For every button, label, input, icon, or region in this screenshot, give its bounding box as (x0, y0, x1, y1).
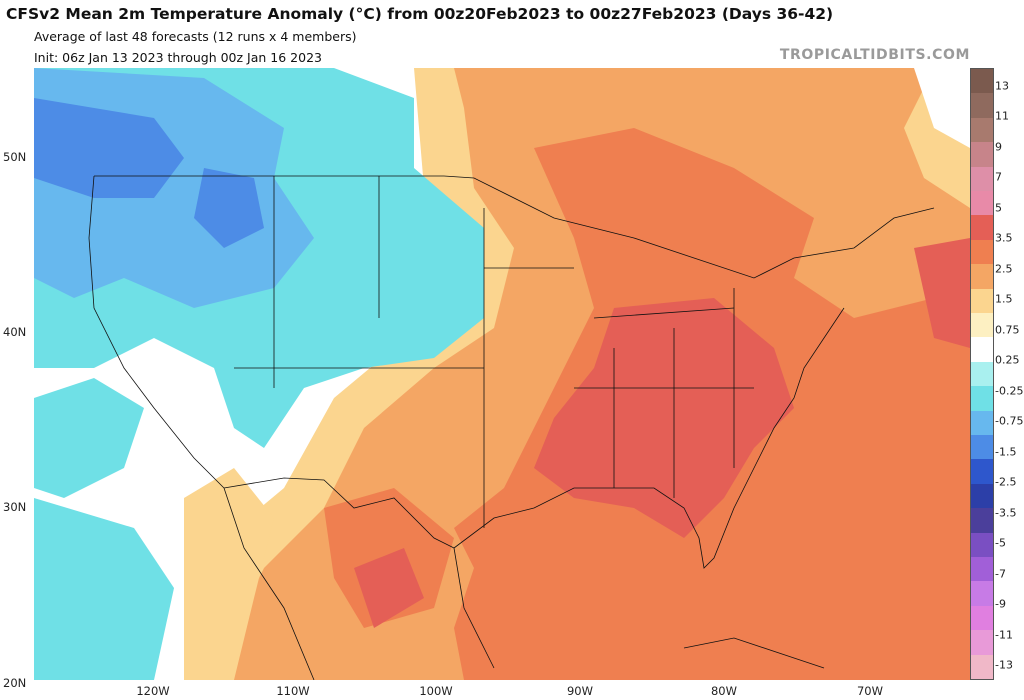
anomaly-map (34, 68, 970, 680)
lon-label-80w: 80W (710, 684, 738, 698)
lat-label-50n: 50N (3, 150, 27, 164)
colorbar-swatch (971, 239, 993, 265)
colorbar-label: 0.25 (995, 353, 1020, 367)
colorbar-label: -2.5 (995, 475, 1017, 489)
lat-label-30n: 30N (3, 500, 27, 514)
colorbar-label: -3.5 (995, 506, 1017, 520)
lon-label-70w: 70W (856, 684, 884, 698)
lon-label-110w: 110W (276, 684, 310, 698)
colorbar-label: 11 (995, 109, 1009, 123)
anomaly-field (34, 68, 970, 680)
cool-region-baja (34, 498, 174, 680)
colorbar-label: -13 (995, 658, 1013, 672)
lon-label-100w: 100W (419, 684, 453, 698)
colorbar-label: -1.5 (995, 445, 1017, 459)
mexico-coast-east (453, 547, 495, 669)
colorbar-swatch (971, 410, 993, 436)
lon-label-90w: 90W (566, 684, 594, 698)
colorbar-swatch (971, 69, 993, 94)
colorbar (970, 68, 994, 680)
colorbar-swatch (971, 337, 993, 363)
map-subtitle: Average of last 48 forecasts (12 runs x … (34, 29, 357, 44)
colorbar-swatch (971, 459, 993, 485)
map-header: CFSv2 Mean 2m Temperature Anomaly (°C) f… (0, 0, 1024, 68)
colorbar-swatch (971, 288, 993, 314)
lon-label-120w: 120W (136, 684, 170, 698)
colorbar-swatch (971, 435, 993, 460)
colorbar-swatch (971, 508, 993, 534)
lat-label-40n: 40N (3, 325, 27, 339)
colorbar-swatch (971, 605, 993, 631)
gulf-coast (453, 307, 845, 569)
colorbar-label: 2.5 (995, 262, 1013, 276)
lat-label-20n: 20N (3, 676, 27, 690)
colorbar-label: 9 (995, 140, 1002, 154)
colorbar-swatch (971, 654, 993, 680)
colorbar-label: 3.5 (995, 231, 1013, 245)
colorbar-label: -5 (995, 536, 1006, 550)
cool-pale-region-ne (914, 68, 970, 148)
warm-pale-region-mexico (184, 468, 274, 680)
cool-region-pacific (34, 378, 144, 498)
colorbar-label: 13 (995, 79, 1009, 93)
colorbar-swatch (971, 532, 993, 558)
map-title: CFSv2 Mean 2m Temperature Anomaly (°C) f… (6, 5, 834, 23)
colorbar-swatch (971, 93, 993, 119)
colorbar-label: -9 (995, 597, 1006, 611)
colorbar-swatch (971, 630, 993, 656)
colorbar-swatch (971, 215, 993, 241)
cuba-outline (683, 637, 825, 669)
colorbar-label: 1.5 (995, 292, 1013, 306)
cool-deep-region (34, 98, 184, 198)
warm-dark-region-mexico (354, 548, 424, 628)
colorbar-swatch (971, 166, 993, 192)
colorbar-label: 0.75 (995, 323, 1020, 337)
colorbar-swatch (971, 386, 993, 412)
colorbar-swatch (971, 557, 993, 582)
state-line-6 (593, 307, 735, 319)
west-coast (88, 175, 225, 489)
us-canada-border (94, 175, 935, 279)
mexico-coast (223, 487, 315, 680)
colorbar-label: 5 (995, 201, 1002, 215)
colorbar-label: -11 (995, 628, 1013, 642)
brand-watermark: TROPICALTIDBITS.COM (779, 47, 970, 63)
colorbar-label: 7 (995, 170, 1002, 184)
us-mexico-border (223, 477, 455, 549)
colorbar-swatch (971, 264, 993, 290)
boundary-lines (88, 175, 935, 680)
colorbar-swatch (971, 483, 993, 509)
colorbar-swatch (971, 313, 993, 338)
warm-dark-region-ne (914, 238, 970, 348)
colorbar-swatch (971, 191, 993, 216)
colorbar-swatch (971, 142, 993, 168)
colorbar-swatch (971, 581, 993, 607)
colorbar-label: -0.25 (995, 384, 1024, 398)
colorbar-swatch (971, 117, 993, 143)
colorbar-label: -0.75 (995, 414, 1024, 428)
colorbar-swatch (971, 361, 993, 387)
warm-dark-region (534, 298, 794, 538)
init-text: Init: 06z Jan 13 2023 through 00z Jan 16… (34, 50, 322, 65)
cool-deep-region-2 (194, 168, 264, 248)
colorbar-label: -7 (995, 567, 1006, 581)
